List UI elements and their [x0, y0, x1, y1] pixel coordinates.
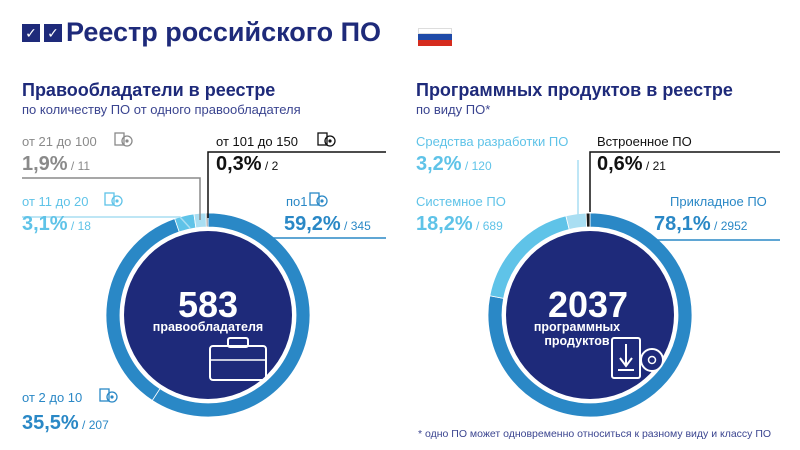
- software-icon-disc: [121, 135, 133, 147]
- software-icon-hole: [328, 139, 332, 143]
- value-applied: 78,1% / 2952: [654, 213, 748, 235]
- software-box-icon: [611, 337, 641, 379]
- right-section-title: Программных продуктов в реестре: [416, 80, 733, 100]
- value-11-20: 3,1% / 18: [22, 213, 91, 235]
- left-center-value: 583: [177, 284, 239, 325]
- leader-line: [589, 151, 780, 212]
- leader-line: [207, 151, 386, 218]
- value-embedded: 0,6% / 21: [597, 153, 666, 175]
- software-icon-hole: [125, 139, 129, 143]
- software-icon: [309, 192, 320, 206]
- software-icon: [104, 192, 115, 206]
- label-dev-tools: Средства разработки ПО: [416, 134, 569, 149]
- software-icon-hole: [320, 199, 324, 203]
- disc-hole: [647, 355, 657, 365]
- leader-line: [22, 216, 191, 229]
- label-21-100: от 21 до 100: [22, 134, 97, 149]
- value-dev-tools: 3,2% / 120: [416, 153, 492, 175]
- left-section-title: Правообладатели в реестре: [22, 80, 276, 100]
- software-icon: [114, 132, 125, 146]
- footnote: * одно ПО может одновременно относиться …: [418, 428, 772, 440]
- label-embedded: Встроенное ПО: [597, 134, 692, 149]
- russian-flag-icon: [418, 28, 452, 46]
- software-icon-disc: [324, 135, 336, 147]
- page-title: Реестр российского ПО: [66, 17, 382, 47]
- value-system: 18,2% / 689: [416, 213, 503, 235]
- right-center-label-2: продуктов: [544, 334, 610, 348]
- checkbox-icon: ✓: [44, 24, 62, 42]
- label-1: по1: [286, 194, 308, 209]
- checkbox-icon: ✓: [22, 24, 40, 42]
- software-icon-hole: [115, 199, 119, 203]
- value-21-100: 1,9% / 11: [22, 153, 91, 175]
- right-center-label-1: программных: [533, 320, 621, 334]
- software-icon: [99, 388, 110, 402]
- right-donut-segment-2: [565, 212, 588, 230]
- software-icon: [317, 132, 328, 146]
- left-section-subtitle: по количеству ПО от одного правообладате…: [22, 102, 301, 117]
- right-donut-segment-0: [487, 212, 693, 418]
- label-101-150: от 101 до 150: [216, 134, 298, 149]
- right-section-subtitle: по виду ПО*: [416, 102, 491, 117]
- software-icon-disc: [111, 195, 123, 207]
- disc-icon: [640, 348, 664, 372]
- briefcase-handle: [227, 337, 249, 348]
- label-applied: Прикладное ПО: [670, 194, 767, 209]
- value-1: 59,2% / 345: [284, 213, 371, 235]
- download-arrow-head: [619, 357, 633, 368]
- right-donut-segment-3: [585, 212, 591, 228]
- value-2-10: 35,5% / 207: [22, 412, 109, 434]
- right-donut-center-disc: [506, 231, 674, 399]
- software-icon-disc: [316, 195, 328, 207]
- value-101-150: 0,3% / 2: [216, 153, 279, 175]
- software-icon-hole: [110, 395, 114, 399]
- left-donut-center-disc: [124, 231, 292, 399]
- label-system: Системное ПО: [416, 194, 506, 209]
- leader-line: [22, 177, 201, 220]
- label-2-10: от 2 до 10: [22, 390, 83, 405]
- label-11-20: от 11 до 20: [22, 194, 89, 209]
- left-center-label: правообладателя: [152, 320, 264, 334]
- right-center-value: 2037: [547, 284, 629, 325]
- software-icon-disc: [106, 391, 118, 403]
